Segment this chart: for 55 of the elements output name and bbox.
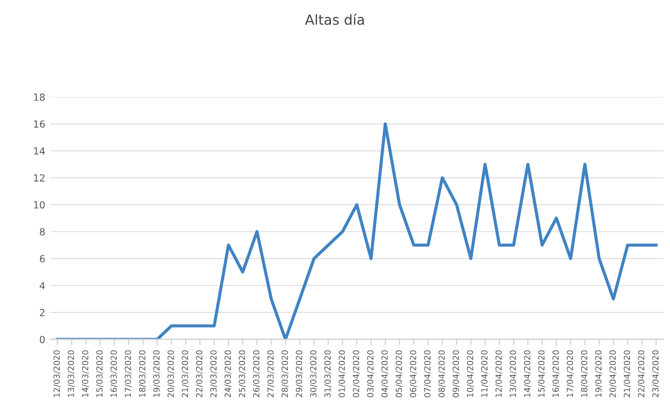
x-tick-label: 26/03/2020 — [253, 350, 260, 398]
x-tick-label: 18/03/2020 — [139, 350, 146, 397]
y-tick-label: 8 — [40, 228, 45, 236]
x-tick-label: 17/04/2020 — [566, 350, 574, 397]
x-tick-label: 22/03/2020 — [196, 350, 204, 398]
x-tick-label: 04/04/2020 — [381, 350, 388, 398]
x-tick-label: 25/03/2020 — [238, 350, 246, 398]
x-tick-label: 10/04/2020 — [466, 350, 474, 397]
y-tick-label: 12 — [34, 174, 44, 182]
x-tick-label: 19/03/2020 — [153, 350, 160, 397]
x-tick-label: 05/04/2020 — [396, 350, 403, 398]
y-tick-label: 6 — [40, 255, 45, 262]
x-tick-label: 19/04/2020 — [595, 350, 602, 397]
x-tick-label: 08/04/2020 — [438, 350, 446, 398]
x-tick-label: 16/04/2020 — [552, 350, 560, 397]
x-tick-label: 06/04/2020 — [410, 350, 417, 398]
x-tick-label: 14/04/2020 — [524, 350, 531, 397]
x-tick-label: 23/03/2020 — [210, 350, 218, 398]
x-tick-label: 03/04/2020 — [367, 350, 374, 398]
y-tick-label: 16 — [34, 120, 45, 128]
x-tick-label: 16/03/2020 — [110, 350, 118, 397]
x-tick-label: 27/03/2020 — [267, 350, 274, 398]
x-tick-label: 20/04/2020 — [610, 350, 616, 398]
x-tick-label: 14/03/2020 — [82, 350, 89, 397]
x-tick-label: 30/03/2020 — [310, 350, 318, 398]
x-tick-label: 28/03/2020 — [282, 350, 289, 398]
x-tick-label: 07/04/2020 — [424, 350, 432, 398]
x-tick-label: 29/03/2020 — [296, 350, 303, 398]
x-tick-label: 11/04/2020 — [481, 350, 488, 397]
x-tick-label: 01/04/2020 — [338, 350, 346, 398]
x-tick-label: 23/04/2020 — [652, 350, 660, 398]
x-tick-label: 17/03/2020 — [124, 350, 132, 397]
y-tick-label: 2 — [40, 308, 44, 316]
x-tick-label: 15/04/2020 — [538, 350, 546, 397]
x-tick-label: 12/03/2020 — [53, 350, 60, 397]
chart-title: Altas día — [305, 14, 364, 25]
x-tick-label: 18/04/2020 — [581, 350, 588, 397]
x-tick-label: 15/03/2020 — [96, 350, 104, 397]
x-tick-label: 02/04/2020 — [352, 350, 360, 398]
x-tick-label: 13/04/2020 — [510, 350, 517, 397]
x-tick-label: 21/03/2020 — [182, 350, 189, 398]
line-series — [56, 122, 658, 340]
x-tick-label: 09/04/2020 — [452, 350, 460, 398]
x-tick-label: 21/04/2020 — [624, 350, 631, 398]
x-tick-label: 24/03/2020 — [224, 350, 232, 398]
y-tick-label: 4 — [40, 282, 45, 290]
x-tick-label: 20/03/2020 — [168, 350, 175, 398]
x-tick-label: 12/04/2020 — [495, 350, 502, 397]
x-tick-label: 31/03/2020 — [324, 350, 332, 398]
y-tick-label: 10 — [34, 201, 45, 209]
x-tick-label: 22/04/2020 — [638, 350, 645, 398]
y-tick-label: 18 — [34, 93, 45, 101]
x-tick-label: 13/03/2020 — [68, 350, 75, 397]
y-tick-label: 14 — [34, 147, 45, 155]
y-tick-label: 0 — [40, 336, 45, 344]
